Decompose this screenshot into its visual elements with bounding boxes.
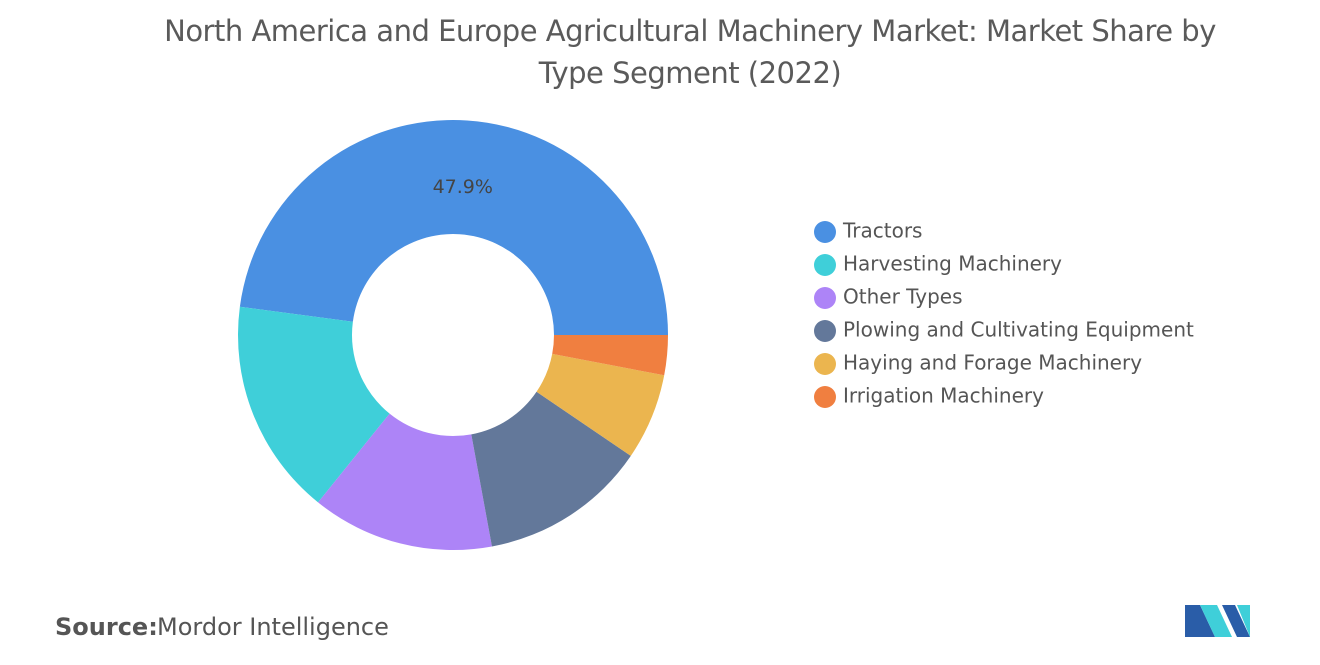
legend: Tractors Harvesting Machinery Other Types P… [814,219,1194,408]
legend-swatch [814,254,836,276]
slice [552,335,668,376]
legend-label: Harvesting Machinery [843,252,1062,276]
legend-swatch [814,221,836,243]
legend-swatch [814,320,836,342]
value-label: 47.9% [433,176,493,198]
legend-swatch [814,353,836,375]
legend-label: Haying and Forage Machinery [843,351,1142,375]
legend-label: Other Types [843,285,963,309]
legend-swatch [814,287,836,309]
logo [1185,605,1250,637]
slice [239,120,668,335]
chart-title: North America and Europe Agricultural Ma… [164,14,1216,90]
slice [318,413,492,550]
legend-label: Tractors [842,219,922,243]
source-label: Source: [55,613,158,641]
source-text: Mordor Intelligence [157,613,389,641]
slice [238,306,390,503]
legend-label: Plowing and Cultivating Equipment [843,318,1194,342]
slice [471,391,631,547]
donut: 47.9% [238,120,668,550]
legend-swatch [814,386,836,408]
slice [536,353,665,456]
legend-label: Irrigation Machinery [843,384,1044,408]
